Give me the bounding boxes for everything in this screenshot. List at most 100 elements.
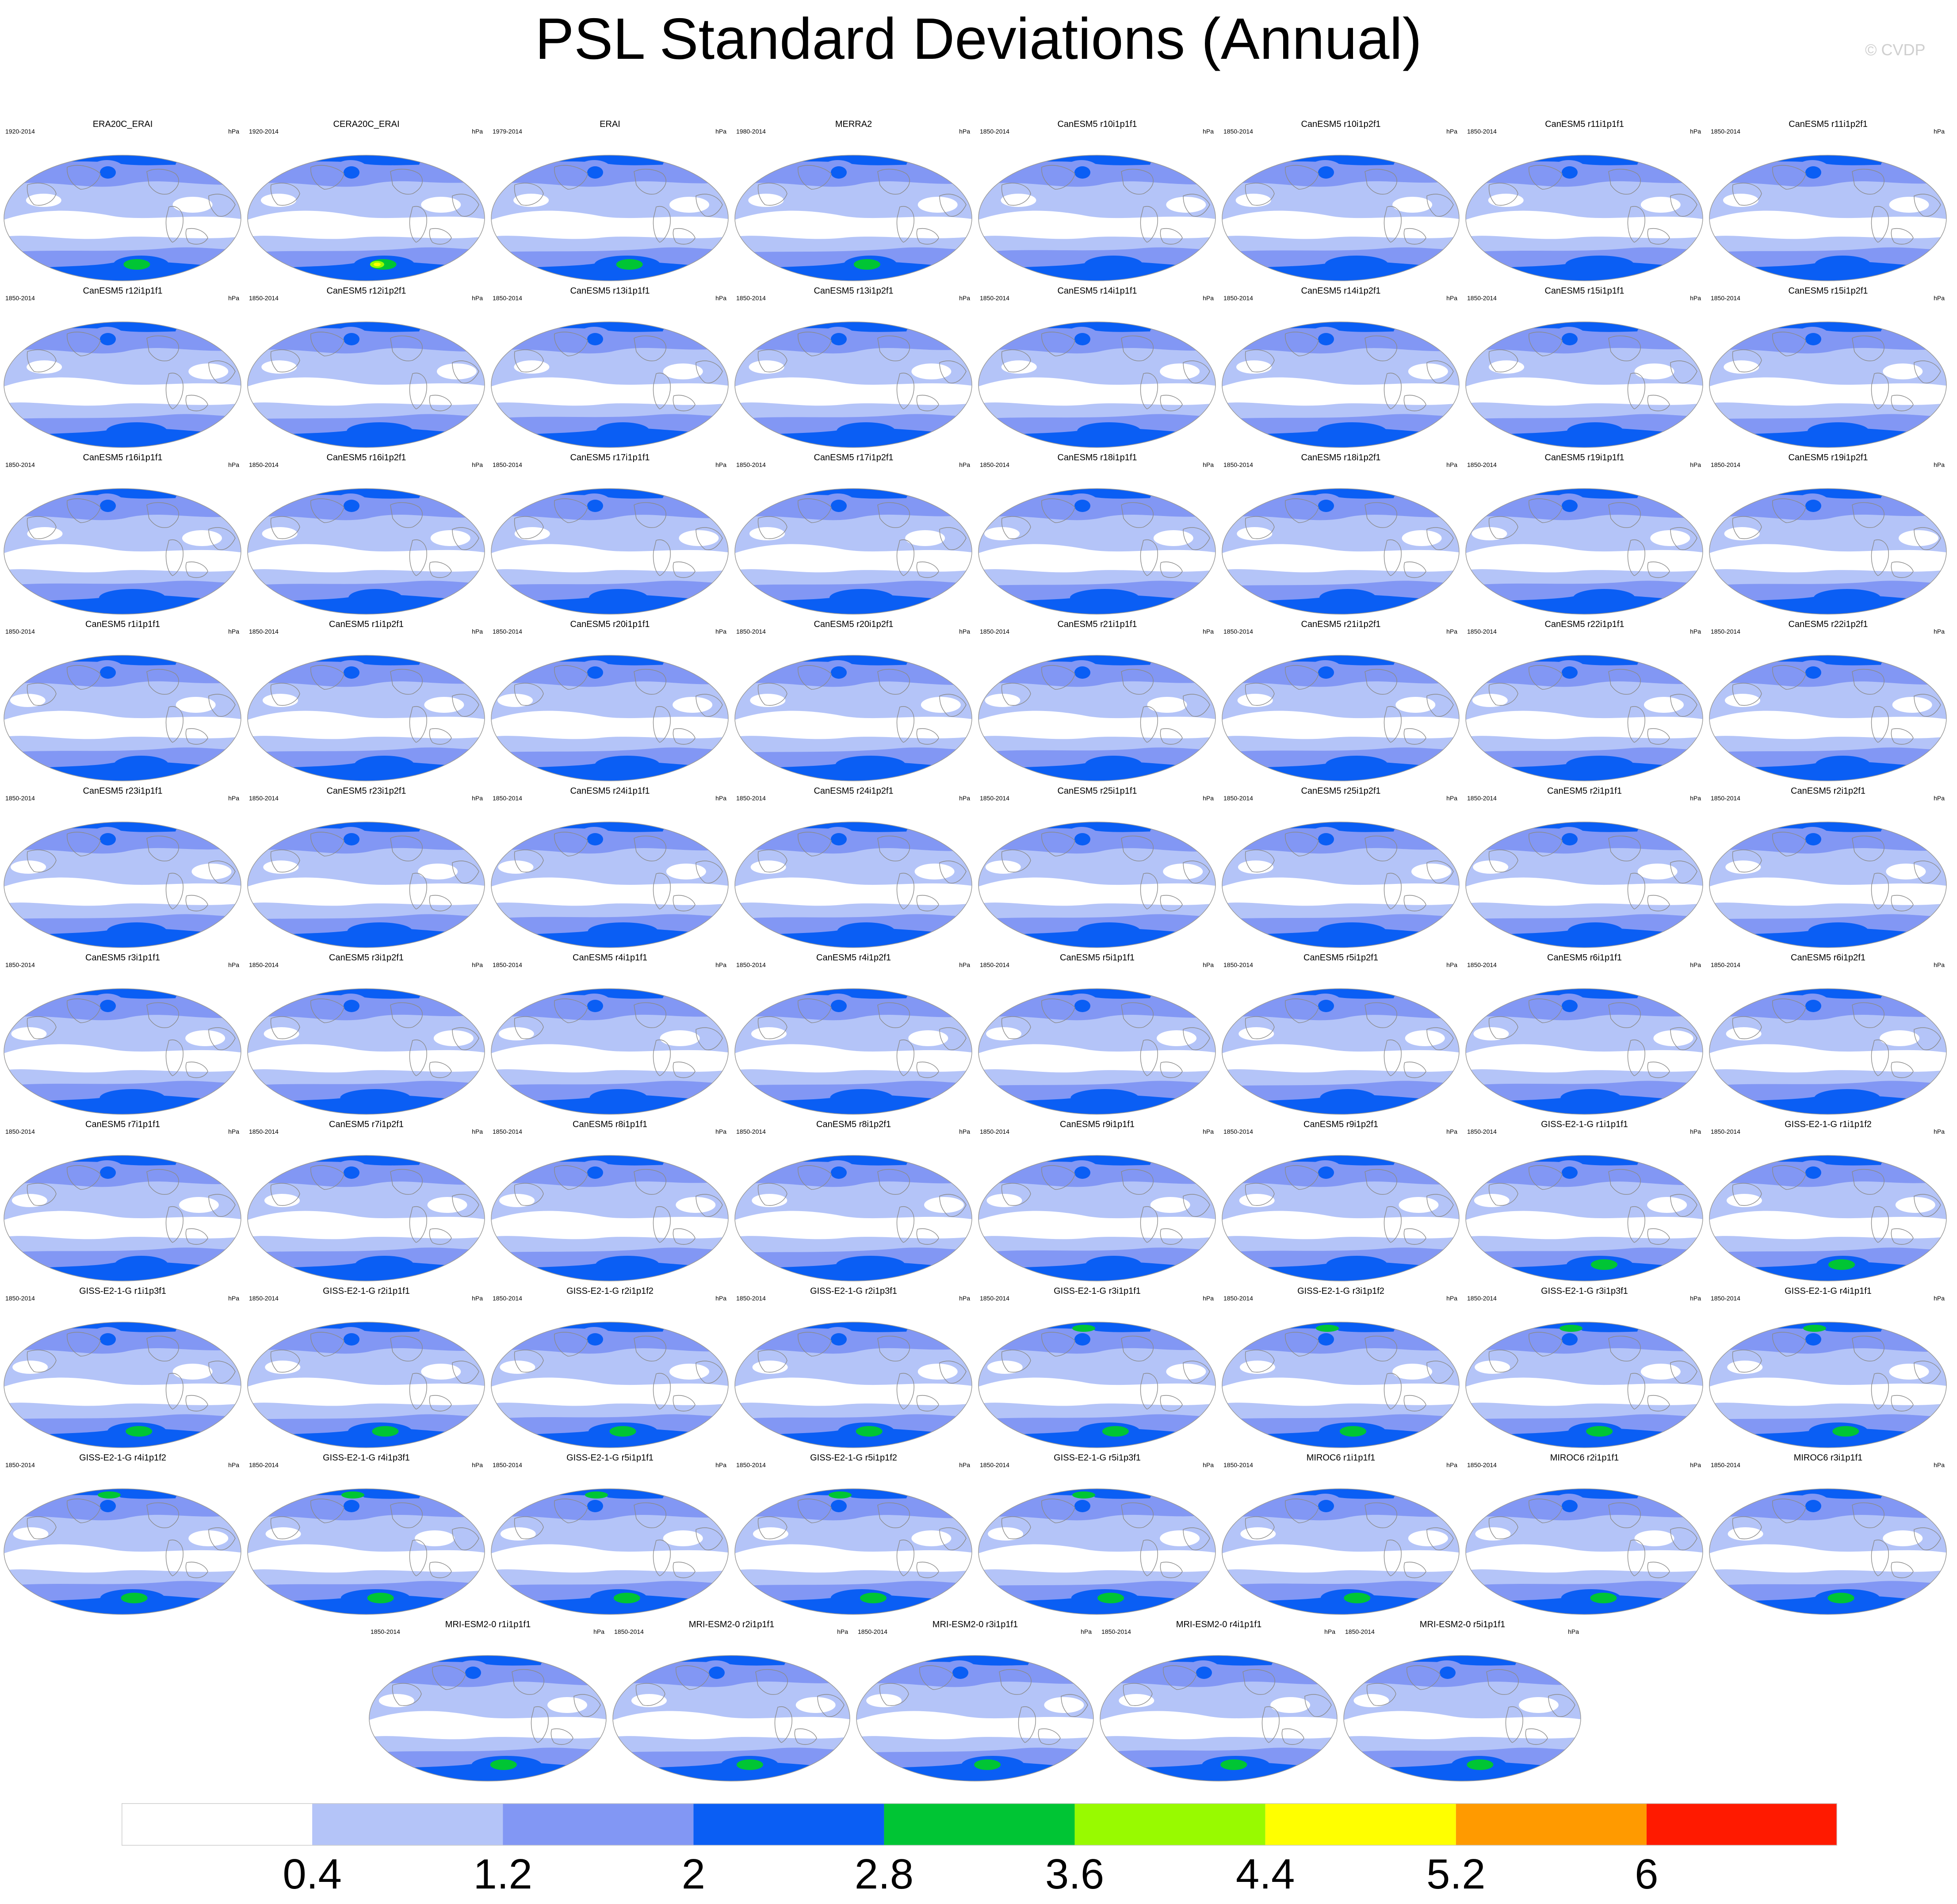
panel-title: CanESM5 r8i1p1f1: [573, 1120, 647, 1129]
panel-years: 1850-2014: [1711, 628, 1740, 635]
panel-units: hPa: [959, 628, 970, 635]
map-panel: CERA20C_ERAI 1920-2014 hPa: [245, 119, 488, 282]
panel-title: CanESM5 r24i1p1f1: [570, 786, 650, 796]
panel-years: 1850-2014: [5, 628, 35, 635]
map-panel: CanESM5 r11i1p1f1 1850-2014 hPa: [1463, 119, 1706, 282]
map-contour-plot: [1222, 988, 1460, 1115]
map-contour-plot: [1222, 822, 1460, 948]
panel-units: hPa: [472, 461, 483, 468]
panel-units: hPa: [472, 961, 483, 968]
map-contour-plot: [491, 655, 729, 781]
panel-years: 1850-2014: [980, 961, 1009, 968]
panel-years: 1850-2014: [249, 461, 279, 468]
map-contour-plot: [1222, 1155, 1460, 1281]
panel-units: hPa: [1690, 294, 1701, 302]
map-contour-plot: [1709, 655, 1947, 781]
map-contour-plot: [1465, 155, 1703, 281]
panel-title: CanESM5 r5i1p2f1: [1303, 953, 1378, 963]
map-panel: CanESM5 r9i1p2f1 1850-2014 hPa: [1219, 1119, 1463, 1282]
colorbar-segment: [1456, 1803, 1647, 1846]
panel-title: CanESM5 r4i1p1f1: [573, 953, 647, 963]
map-panel: CanESM5 r7i1p2f1 1850-2014 hPa: [245, 1119, 488, 1282]
panel-units: hPa: [959, 961, 970, 968]
panel-years: 1850-2014: [1467, 461, 1497, 468]
map-contour-plot: [491, 988, 729, 1115]
panel-years: 1850-2014: [1711, 795, 1740, 802]
panel-units: hPa: [1203, 1128, 1214, 1135]
panel-title: CanESM5 r25i1p1f1: [1057, 786, 1137, 796]
panel-title: CanESM5 r2i1p1f1: [1547, 786, 1622, 796]
map-contour-plot: [978, 155, 1216, 281]
panel-units: hPa: [1203, 1461, 1214, 1468]
map-contour-plot: [1222, 321, 1460, 448]
panel-units: hPa: [1690, 795, 1701, 802]
map-panel: CanESM5 r7i1p1f1 1850-2014 hPa: [1, 1119, 245, 1282]
map-contour-plot: [1709, 155, 1947, 281]
map-contour-plot: [4, 155, 241, 281]
panel-units: hPa: [1446, 628, 1457, 635]
panel-units: hPa: [1934, 628, 1945, 635]
panel-units: hPa: [1934, 961, 1945, 968]
map-panel: CanESM5 r11i1p2f1 1850-2014 hPa: [1706, 119, 1950, 282]
panel-units: hPa: [1690, 1461, 1701, 1468]
panel-title: GISS-E2-1-G r2i1p3f1: [810, 1286, 897, 1296]
panel-units: hPa: [1446, 1128, 1457, 1135]
panel-units: hPa: [228, 1128, 239, 1135]
panel-years: 1850-2014: [1711, 461, 1740, 468]
panel-title: GISS-E2-1-G r5i1p1f1: [566, 1453, 654, 1463]
colorbar-segment: [1265, 1803, 1456, 1846]
map-panel: CanESM5 r6i1p2f1 1850-2014 hPa: [1706, 952, 1950, 1116]
panel-title: CanESM5 r7i1p1f1: [85, 1120, 160, 1129]
map-contour-plot: [4, 1322, 241, 1448]
panel-title: CanESM5 r1i1p1f1: [85, 619, 160, 629]
panel-units: hPa: [228, 628, 239, 635]
map-panel: CanESM5 r14i1p2f1 1850-2014 hPa: [1219, 285, 1463, 449]
panel-years: 1850-2014: [980, 1295, 1009, 1302]
panel-years: 1850-2014: [5, 961, 35, 968]
panel-title: MRI-ESM2-0 r2i1p1f1: [688, 1620, 775, 1629]
panel-years: 1850-2014: [980, 1128, 1009, 1135]
panel-title: CanESM5 r4i1p2f1: [816, 953, 891, 963]
panel-years: 1850-2014: [1711, 1128, 1740, 1135]
panel-units: hPa: [1446, 1295, 1457, 1302]
map-contour-plot: [491, 822, 729, 948]
map-contour-plot: [978, 822, 1216, 948]
map-panel: GISS-E2-1-G r4i1p1f1 1850-2014 hPa: [1706, 1285, 1950, 1449]
map-panel: CanESM5 r25i1p1f1 1850-2014 hPa: [975, 785, 1219, 949]
panel-years: 1850-2014: [493, 1461, 522, 1468]
panel-units: hPa: [228, 1295, 239, 1302]
map-panel: CanESM5 r19i1p1f1 1850-2014 hPa: [1463, 452, 1706, 616]
panel-years: 1850-2014: [1467, 961, 1497, 968]
map-contour-plot: [734, 988, 972, 1115]
panel-title: MRI-ESM2-0 r1i1p1f1: [445, 1620, 531, 1629]
map-contour-plot: [1465, 655, 1703, 781]
panel-years: 1850-2014: [1711, 961, 1740, 968]
colorbar-tick-label: 3.6: [1045, 1850, 1105, 1898]
panel-years: 1850-2014: [1711, 128, 1740, 135]
panel-years: 1850-2014: [249, 1128, 279, 1135]
panel-years: 1850-2014: [736, 1128, 766, 1135]
map-contour-plot: [1709, 822, 1947, 948]
map-contour-plot: [1222, 1322, 1460, 1448]
map-panel: MRI-ESM2-0 r3i1p1f1 1850-2014 hPa: [853, 1619, 1097, 1782]
panel-years: 1850-2014: [5, 461, 35, 468]
panel-title: MERRA2: [835, 119, 872, 129]
panel-title: CERA20C_ERAI: [333, 119, 400, 129]
panel-title: ERAI: [600, 119, 620, 129]
map-contour-plot: [734, 488, 972, 615]
panel-years: 1850-2014: [1223, 961, 1253, 968]
map-panel: MERRA2 1980-2014 hPa: [732, 119, 975, 282]
map-panel: CanESM5 r17i1p1f1 1850-2014 hPa: [488, 452, 732, 616]
map-panel: CanESM5 r10i1p1f1 1850-2014 hPa: [975, 119, 1219, 282]
panel-years: 1850-2014: [249, 628, 279, 635]
map-panel: CanESM5 r4i1p2f1 1850-2014 hPa: [732, 952, 975, 1116]
panel-years: 1850-2014: [1467, 128, 1497, 135]
panel-years: 1850-2014: [1101, 1628, 1131, 1635]
panel-years: 1850-2014: [249, 961, 279, 968]
map-contour-plot: [4, 321, 241, 448]
colorbar: [122, 1803, 1837, 1846]
panel-years: 1850-2014: [980, 628, 1009, 635]
map-contour-plot: [1465, 1488, 1703, 1615]
panel-units: hPa: [715, 961, 726, 968]
panel-years: 1850-2014: [371, 1628, 400, 1635]
